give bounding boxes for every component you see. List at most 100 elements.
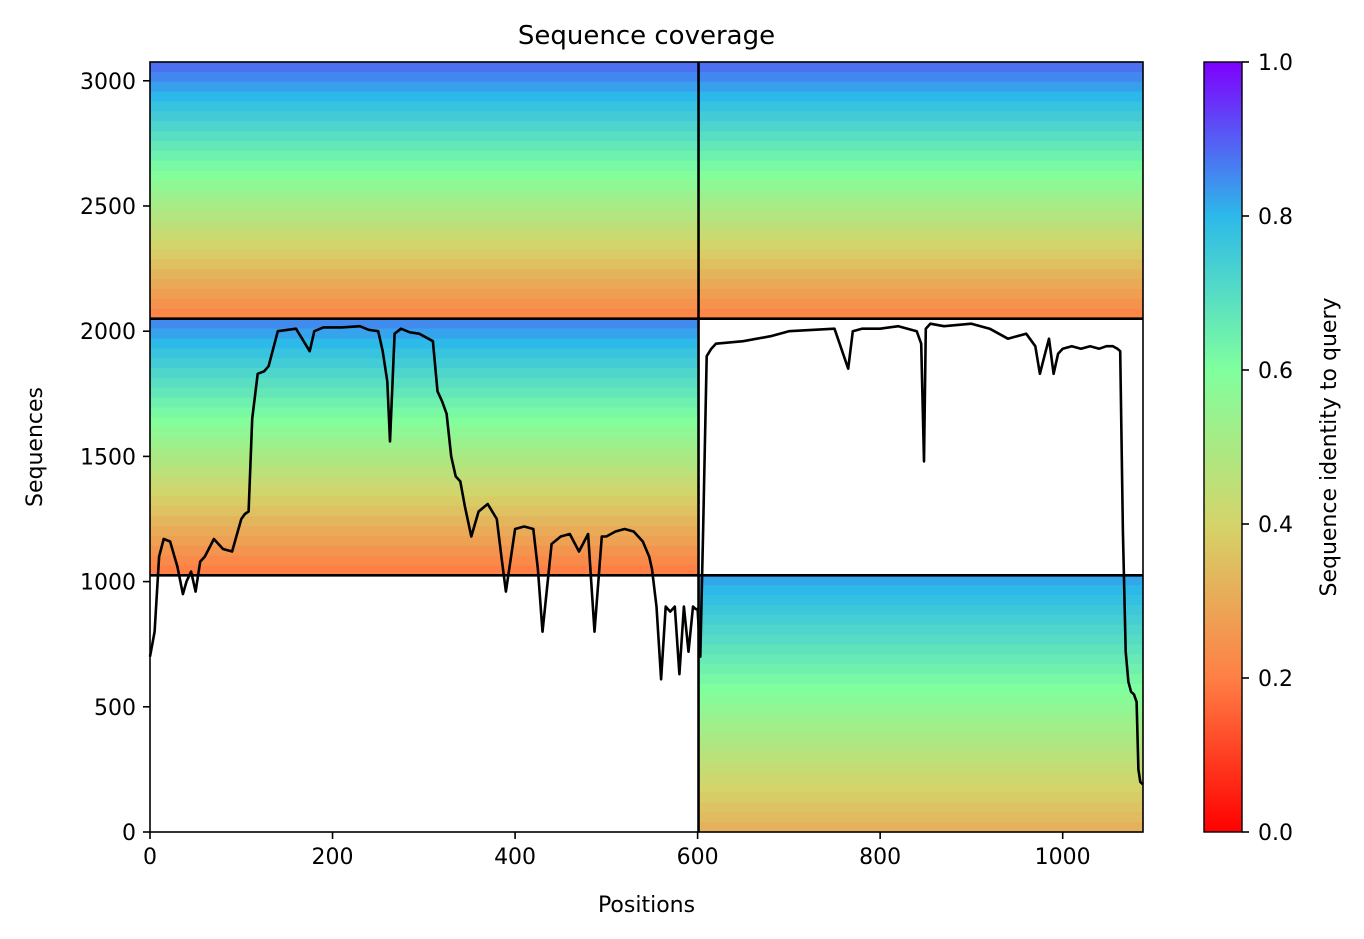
heatmap-strip <box>698 782 1143 794</box>
block-top-right <box>698 62 1143 320</box>
heatmap-strip <box>698 654 1143 665</box>
heatmap-strip <box>150 456 699 468</box>
colorbar-gradient <box>1203 61 1243 833</box>
heatmap-strip <box>698 772 1143 784</box>
heatmap-strip <box>150 279 699 290</box>
heatmap-strip <box>698 131 1143 142</box>
block-bottom-right <box>698 575 1143 833</box>
colorbar-tick-label: 1.0 <box>1258 51 1293 76</box>
heatmap-strip <box>150 200 699 211</box>
heatmap-strip <box>698 229 1143 241</box>
heatmap-strip <box>150 210 699 221</box>
x-axis-title: Positions <box>598 893 695 918</box>
heatmap-strip <box>698 822 1143 833</box>
heatmap-strip <box>150 496 699 507</box>
heatmap-strip <box>150 131 699 142</box>
heatmap-strip <box>150 289 699 300</box>
heatmap-strip <box>698 575 1143 586</box>
heatmap-strip <box>698 812 1143 823</box>
heatmap-strip <box>698 180 1143 191</box>
heatmap-strip <box>150 447 699 458</box>
heatmap-strip <box>698 762 1143 774</box>
heatmap-strip <box>150 308 699 320</box>
heatmap-strip <box>150 269 699 280</box>
heatmap-strip <box>150 506 699 517</box>
y-tick-label: 2000 <box>80 320 136 345</box>
heatmap-strip <box>698 713 1143 725</box>
colorbar-tick-label: 0.2 <box>1258 667 1293 692</box>
heatmap-strip <box>698 81 1143 93</box>
y-tick-label: 3000 <box>80 70 136 95</box>
heatmap-strip <box>698 723 1143 734</box>
x-tick-label: 0 <box>143 845 157 870</box>
heatmap-strip <box>150 229 699 241</box>
x-tick-label: 200 <box>312 845 354 870</box>
heatmap-strip <box>698 62 1143 73</box>
heatmap-strip <box>698 71 1143 83</box>
heatmap-strip <box>698 91 1143 103</box>
heatmap-strip <box>150 140 699 152</box>
heatmap-strip <box>150 318 699 330</box>
heatmap-strip <box>150 377 699 389</box>
heatmap-strip <box>698 170 1143 182</box>
heatmap-strip <box>150 111 699 122</box>
heatmap-strip <box>150 328 699 340</box>
heatmap-strip <box>698 753 1143 764</box>
heatmap-strip <box>698 219 1143 231</box>
heatmap-strip <box>698 733 1143 744</box>
heatmap-strip <box>698 279 1143 290</box>
coverage-line <box>148 322 1144 786</box>
heatmap-strip <box>150 476 699 488</box>
heatmap-strip <box>698 269 1143 280</box>
heatmap-strip <box>150 417 699 428</box>
y-tick-label: 500 <box>94 696 136 721</box>
y-tick-label: 1000 <box>80 571 136 596</box>
heatmap-strip <box>150 62 699 73</box>
heatmap-strip <box>150 466 699 478</box>
y-axis-title: Sequences <box>23 387 48 507</box>
heatmap-strip <box>698 239 1143 251</box>
heatmap-strip <box>150 397 699 409</box>
heatmap-strip <box>150 338 699 349</box>
heatmap-strip <box>150 81 699 93</box>
heatmap-strip <box>698 308 1143 320</box>
x-tick-label: 800 <box>859 845 901 870</box>
heatmap-strip <box>150 91 699 103</box>
heatmap-strip <box>698 674 1143 685</box>
heatmap-strip <box>698 150 1143 162</box>
heatmap-strip <box>150 437 699 448</box>
heatmap-strip <box>150 101 699 112</box>
heatmap-strip <box>150 348 699 359</box>
heatmap-strip <box>150 545 699 557</box>
heatmap-strip <box>698 634 1143 646</box>
heatmap-strip <box>698 644 1143 655</box>
x-tick-label: 600 <box>677 845 719 870</box>
heatmap-strip <box>698 289 1143 300</box>
heatmap-strip <box>150 150 699 162</box>
heatmap-strip <box>698 664 1143 675</box>
heatmap-strip <box>698 101 1143 112</box>
heatmap-strip <box>150 516 699 527</box>
heatmap-strip <box>698 683 1143 695</box>
colorbar: 0.0 0.2 0.4 0.6 0.8 1.0 Sequence identity to … <box>1203 51 1342 846</box>
x-tick-label: 1000 <box>1035 845 1091 870</box>
colorbar-tick-label: 0.4 <box>1258 513 1293 538</box>
heatmap-strip <box>150 555 699 567</box>
heatmap-strip <box>698 585 1143 596</box>
heatmap-strip <box>698 693 1143 705</box>
heatmap-strip <box>698 595 1143 606</box>
heatmap-strip <box>150 259 699 270</box>
heatmap-strip <box>698 160 1143 172</box>
heatmap-strip <box>150 535 699 547</box>
heatmap-strip <box>698 743 1143 754</box>
block-middle-left <box>150 318 699 576</box>
heatmap-strip <box>150 298 699 310</box>
heatmap-strip <box>698 259 1143 270</box>
colorbar-tick-label: 0.8 <box>1258 205 1293 230</box>
heatmap-strip <box>150 160 699 172</box>
heatmap-strip <box>698 249 1143 261</box>
heatmap-strip <box>150 525 699 537</box>
heatmap-strip <box>698 604 1143 616</box>
heatmap-strip <box>150 249 699 261</box>
block-boundary-lines <box>150 62 1143 832</box>
